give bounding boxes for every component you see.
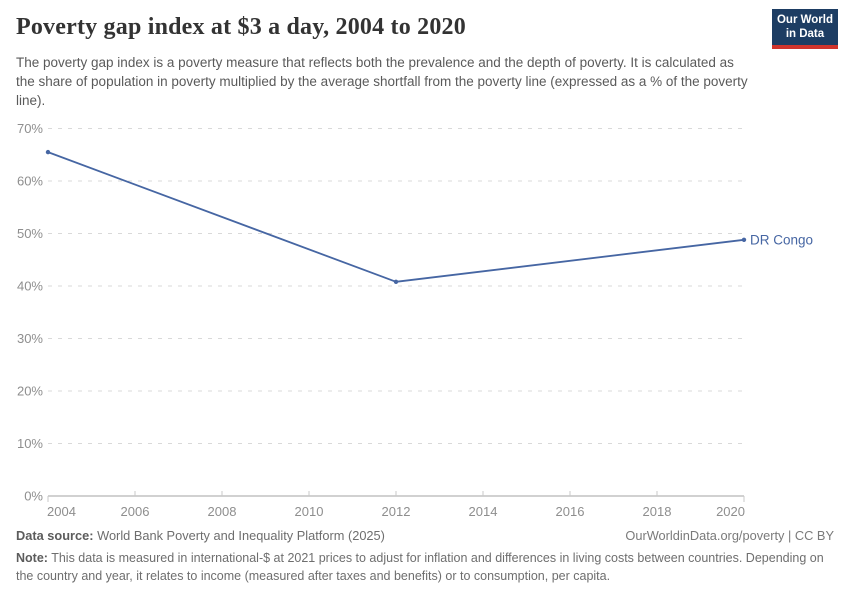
- owid-logo[interactable]: Our World in Data: [772, 9, 838, 49]
- y-tick-label: 60%: [17, 174, 43, 189]
- attribution-link[interactable]: OurWorldinData.org/poverty | CC BY: [625, 528, 834, 543]
- data-source: Data source: World Bank Poverty and Ineq…: [16, 528, 385, 543]
- owid-logo-line2: in Data: [785, 28, 825, 40]
- y-tick-label: 50%: [17, 226, 43, 241]
- y-tick-label: 0%: [24, 489, 43, 504]
- owid-logo-text: Our World in Data: [777, 13, 833, 42]
- data-point[interactable]: [393, 279, 399, 284]
- x-tick-label: 2020: [716, 504, 745, 519]
- x-tick-label: 2010: [295, 504, 324, 519]
- owid-logo-line1: Our World: [776, 13, 833, 26]
- page-title: Poverty gap index at $3 a day, 2004 to 2…: [16, 14, 466, 40]
- x-tick-label: 2008: [208, 504, 237, 519]
- data-point[interactable]: [741, 237, 747, 242]
- y-tick-label: 20%: [17, 384, 43, 399]
- note-text: This data is measured in international-$…: [16, 551, 824, 584]
- x-tick-label: 2014: [469, 504, 498, 519]
- x-tick-label: 2012: [382, 504, 411, 519]
- x-tick-label: 2004: [47, 504, 76, 519]
- note-label: Note:: [16, 551, 48, 565]
- chart-footer: Data source: World Bank Poverty and Ineq…: [16, 528, 834, 585]
- x-tick-label: 2006: [121, 504, 150, 519]
- x-tick-label: 2018: [643, 504, 672, 519]
- y-tick-label: 30%: [17, 331, 43, 346]
- chart-note: Note: This data is measured in internati…: [16, 549, 834, 585]
- x-tick-label: 2016: [556, 504, 585, 519]
- data-point[interactable]: [45, 149, 51, 155]
- chart-subtitle: The poverty gap index is a poverty measu…: [16, 55, 748, 109]
- y-tick-label: 10%: [17, 436, 43, 451]
- data-source-text: World Bank Poverty and Inequality Platfo…: [97, 528, 385, 543]
- y-tick-label: 70%: [17, 121, 43, 136]
- y-tick-label: 40%: [17, 279, 43, 294]
- entity-label[interactable]: DR Congo: [750, 232, 813, 247]
- data-source-label: Data source:: [16, 528, 94, 543]
- data-line[interactable]: [47, 151, 745, 283]
